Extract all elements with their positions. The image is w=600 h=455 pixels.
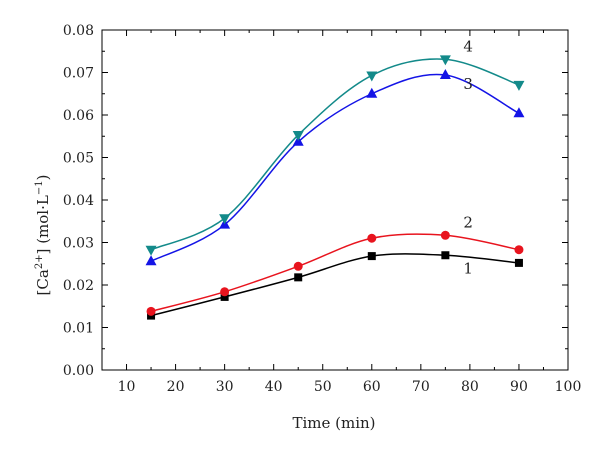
series-2-point: [440, 230, 450, 240]
series-2-point: [367, 233, 377, 243]
series-labels: 1 2 3 4: [463, 37, 473, 277]
series-3-label: 3: [463, 75, 473, 93]
x-axis-title: Time (min): [292, 414, 375, 432]
x-tick-label: 40: [265, 379, 283, 395]
y-tick-label: 0.08: [63, 23, 94, 39]
y-tick-label: 0.06: [63, 108, 94, 124]
x-tick-label: 20: [167, 379, 185, 395]
x-tick-label: 100: [555, 379, 582, 395]
x-tick-label: 50: [314, 379, 332, 395]
x-tick-label: 10: [118, 379, 136, 395]
series-1-point: [220, 292, 229, 301]
series-1-point: [294, 273, 303, 282]
y-tick-label: 0.02: [63, 278, 94, 294]
series-3-point: [439, 69, 451, 80]
x-tick-label: 70: [412, 379, 430, 395]
x-tick-label: 80: [461, 379, 479, 395]
series-4-point: [513, 80, 525, 91]
y-axis-title-sup: 2+: [34, 254, 45, 269]
series-2-point: [514, 245, 524, 255]
series-2-point: [220, 287, 230, 297]
plot-area: 10 20 30 40 50 60 70 80 90 100 0.00 0.01 0.02 0.03 0.0…: [63, 23, 582, 395]
y-tick-label: 0.00: [63, 363, 94, 379]
series-4-point: [219, 214, 231, 225]
series-3-point: [513, 107, 525, 118]
y-axis-title-open: [Ca: [34, 269, 52, 295]
y-tick-label: 0.04: [63, 193, 94, 209]
series-2-label: 2: [463, 213, 473, 231]
series-3-point: [145, 255, 157, 266]
series-4-point: [292, 130, 304, 141]
series-1-point: [514, 258, 523, 267]
series-1-curve: [150, 253, 520, 317]
series-1-point: [367, 252, 376, 261]
y-axis-title-sup2: −1: [34, 180, 45, 195]
y-tick-label: 0.07: [63, 66, 94, 82]
y-axis-title-close: ): [34, 175, 52, 181]
series-4-point: [439, 55, 451, 66]
series-4-point: [366, 71, 378, 82]
series-1-label: 1: [463, 259, 473, 277]
x-tick-label: 60: [363, 379, 381, 395]
series-2-point: [146, 306, 156, 316]
series-4-point: [145, 245, 157, 256]
x-tick-label: 30: [216, 379, 234, 395]
series-2-point: [293, 261, 303, 271]
y-tick-label: 0.01: [63, 321, 94, 337]
y-axis-title-mid: ] (mol·L: [34, 195, 52, 254]
series-3-point: [366, 87, 378, 98]
y-tick-label: 0.03: [63, 236, 94, 252]
data-markers: [145, 55, 525, 320]
x-tick-label: 90: [510, 379, 528, 395]
series-2-curve: [150, 233, 520, 313]
series-3-curve: [150, 73, 520, 262]
plot-frame: [101, 29, 569, 371]
series-4-label: 4: [463, 37, 473, 55]
y-axis-title: [Ca2+] (mol·L−1): [34, 175, 52, 296]
y-tick-label: 0.05: [63, 151, 94, 167]
series-1-point: [441, 251, 450, 260]
